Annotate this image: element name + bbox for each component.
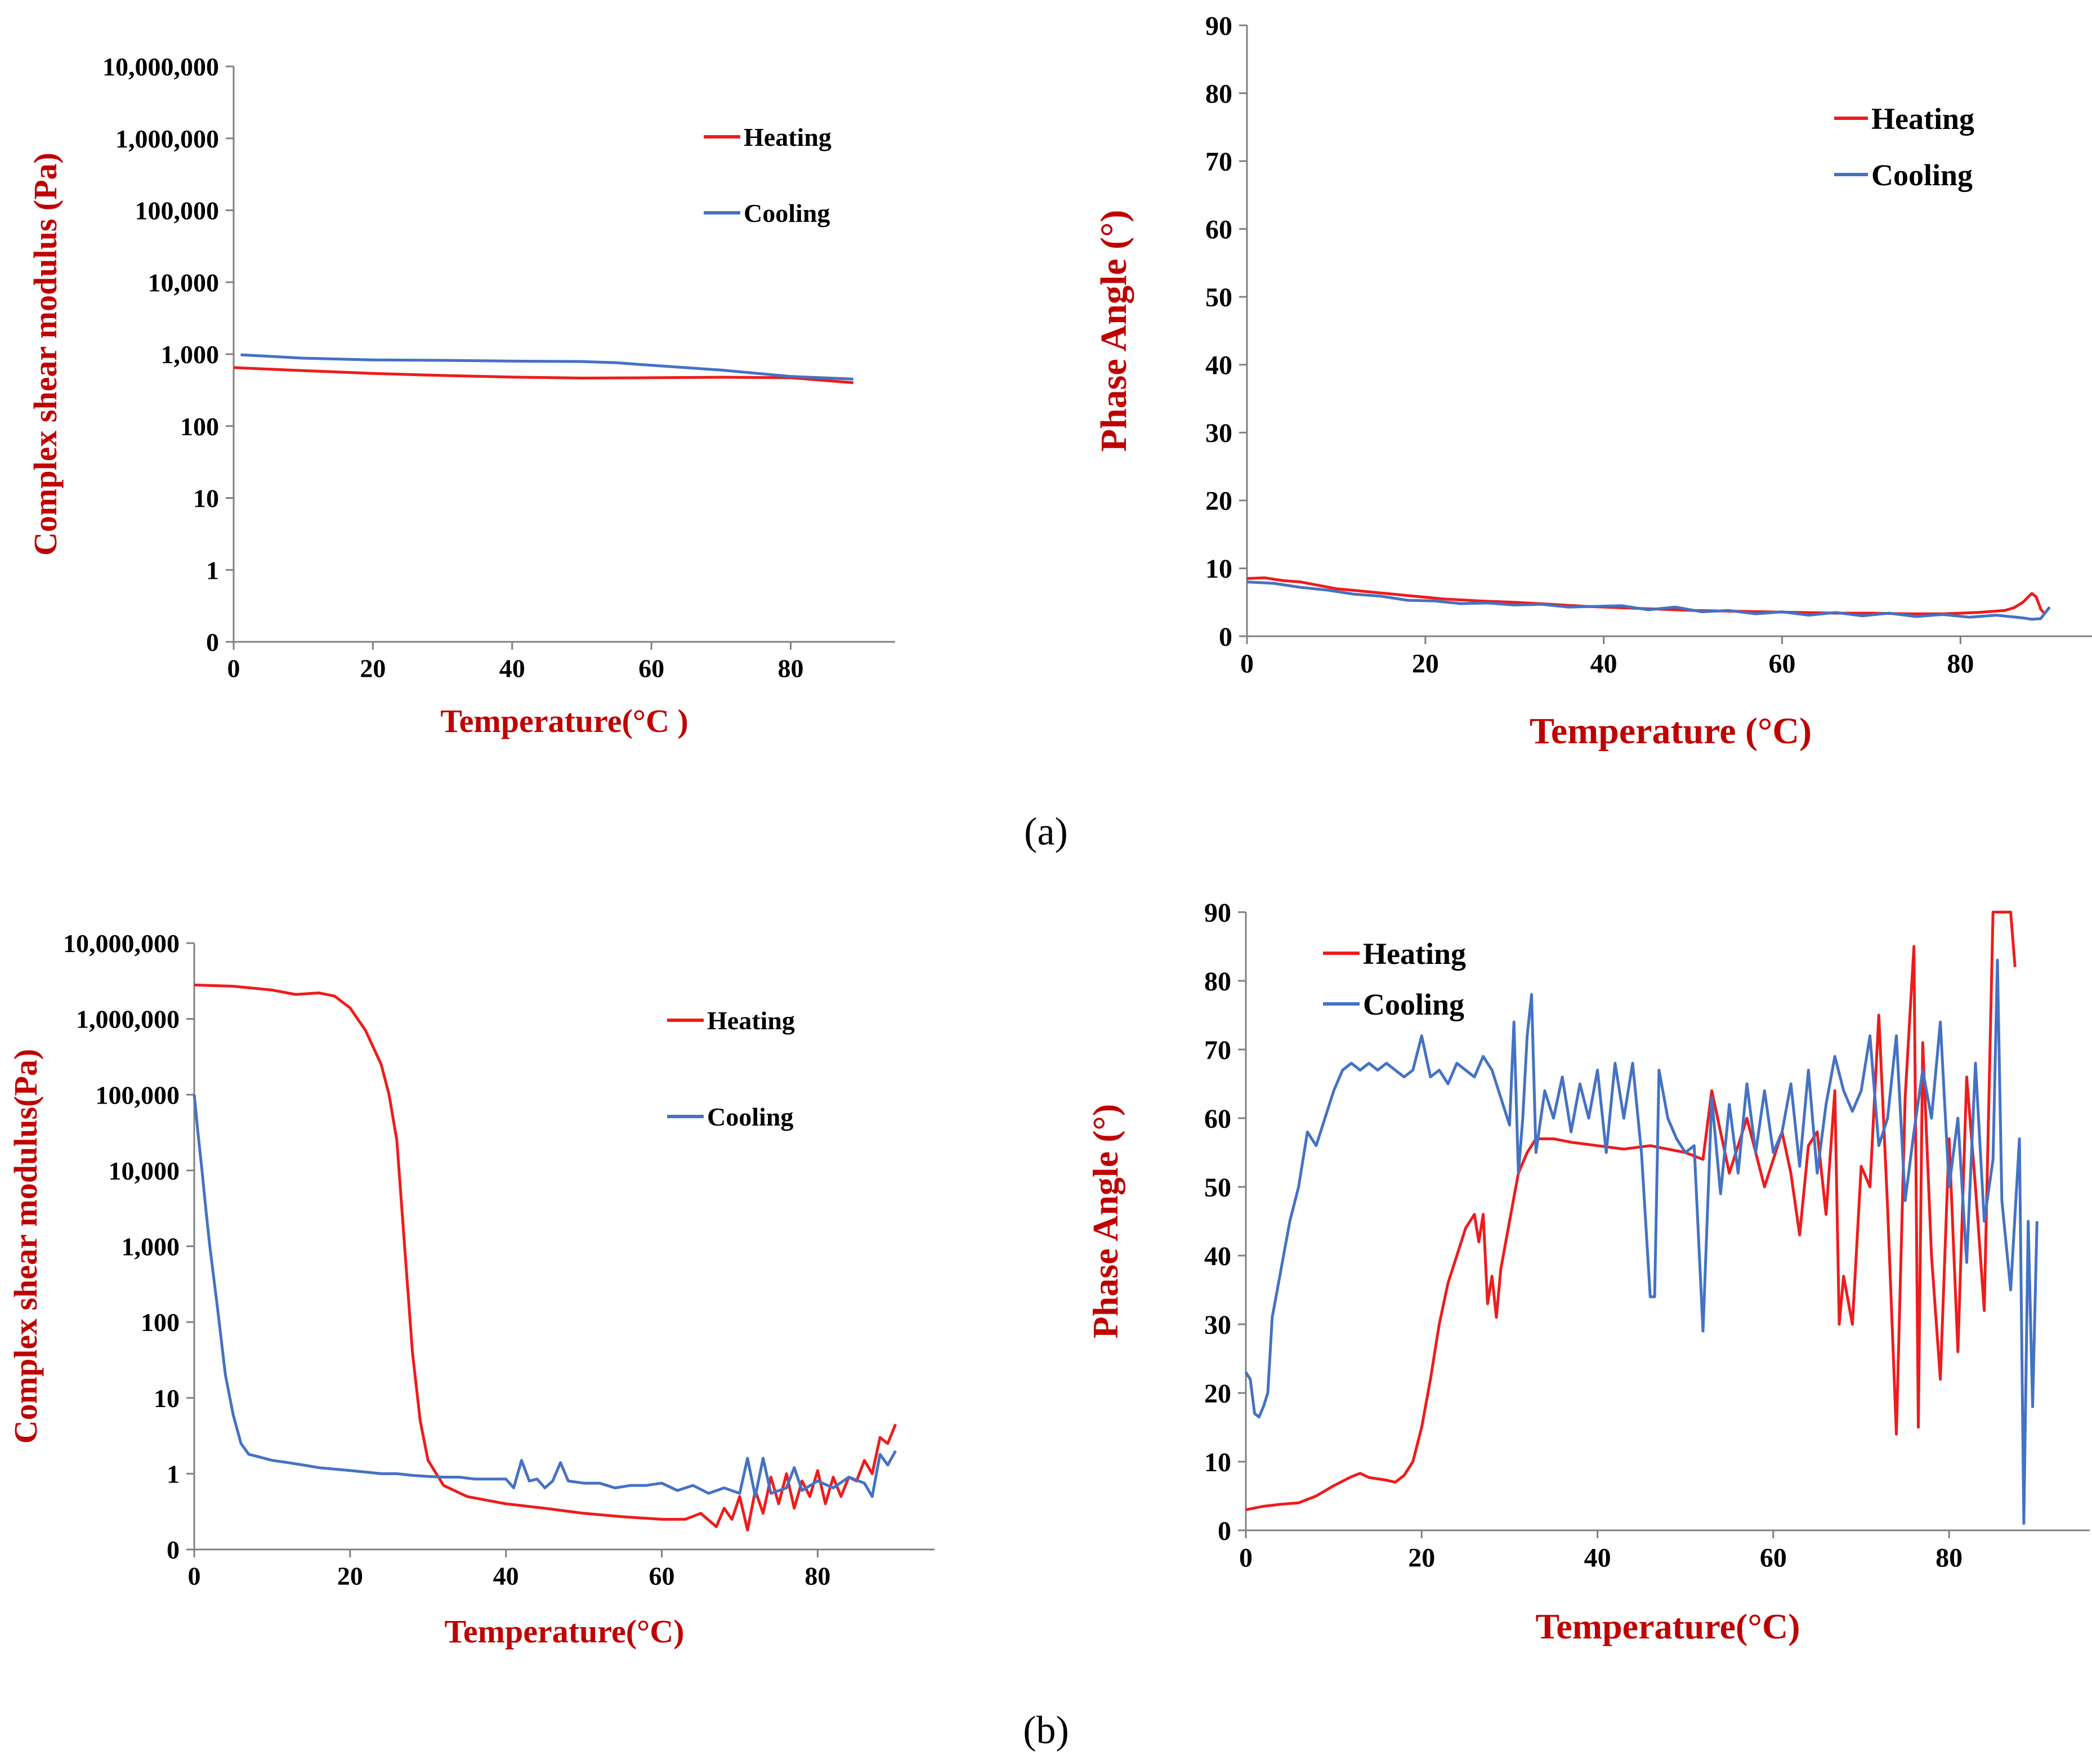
- caption-b: (b): [1023, 1709, 1069, 1752]
- y-tick-label: 10: [193, 484, 219, 513]
- series-line-cooling: [1246, 580, 2051, 621]
- legend-label-cooling: Cooling: [1363, 988, 1464, 1021]
- y-tick-label: 20: [1204, 1379, 1231, 1409]
- x-tick-label: 40: [499, 654, 525, 682]
- y-tick-label: 80: [1204, 967, 1231, 997]
- y-tick-label: 90: [1205, 11, 1232, 41]
- x-tick-label: 40: [1590, 649, 1617, 678]
- x-axis-label: Temperature(°C ): [440, 703, 688, 739]
- y-tick-label: 1: [167, 1459, 180, 1488]
- y-tick-label: 10: [154, 1384, 180, 1413]
- x-tick-label: 0: [1240, 649, 1254, 678]
- x-tick-label: 40: [1584, 1543, 1611, 1573]
- legend-label-cooling: Cooling: [707, 1102, 793, 1131]
- series-line-cooling: [1244, 958, 2039, 1525]
- y-tick-label: 20: [1205, 486, 1232, 516]
- caption-a: (a): [1024, 810, 1068, 854]
- y-tick-label: 40: [1204, 1242, 1231, 1271]
- y-tick-label: 70: [1205, 147, 1232, 177]
- x-tick-label: 20: [1408, 1543, 1435, 1573]
- y-tick-label: 60: [1205, 215, 1232, 244]
- x-tick-label: 80: [1935, 1543, 1963, 1573]
- x-tick-label: 20: [337, 1561, 363, 1590]
- x-axis-label: Temperature (°C): [1530, 711, 1812, 752]
- x-tick-label: 0: [1239, 1543, 1253, 1573]
- legend-label-heating: Heating: [707, 1006, 795, 1035]
- y-tick-label: 0: [1218, 1516, 1231, 1546]
- x-tick-label: 0: [188, 1561, 201, 1590]
- y-tick-label: 50: [1205, 283, 1232, 312]
- x-tick-label: 80: [1947, 649, 1974, 678]
- x-tick-label: 20: [1412, 649, 1439, 678]
- y-tick-label: 10,000,000: [63, 929, 180, 958]
- y-tick-label: 10: [1204, 1448, 1231, 1477]
- y-tick-label: 1,000: [161, 340, 220, 369]
- y-tick-label: 1,000,000: [76, 1005, 180, 1034]
- legend-label-heating: Heating: [1871, 102, 1974, 136]
- legend-label-heating: Heating: [744, 123, 832, 151]
- y-axis-label: Complex shear modulus(Pa): [7, 1049, 44, 1444]
- y-tick-label: 70: [1204, 1035, 1231, 1065]
- y-tick-label: 0: [206, 628, 219, 657]
- legend-label-cooling: Cooling: [1871, 158, 1973, 192]
- chart-b-phase: 0 10 20 30 40 50 60 70 80 90 0 20 40 60 80 Temperature(…: [1085, 898, 2090, 1646]
- series-line-heating: [194, 983, 897, 1532]
- x-tick-label: 60: [649, 1561, 675, 1590]
- y-tick-label: 40: [1205, 351, 1232, 381]
- y-tick-label: 1,000: [122, 1232, 180, 1261]
- x-tick-label: 20: [360, 654, 386, 682]
- y-tick-label: 100,000: [135, 197, 220, 225]
- x-tick-label: 40: [493, 1561, 519, 1590]
- y-tick-label: 100: [141, 1308, 180, 1337]
- y-tick-label: 100,000: [96, 1080, 180, 1109]
- y-tick-label: 10: [1205, 554, 1232, 584]
- y-axis-label: Phase Angle (°): [1085, 1104, 1125, 1339]
- y-tick-label: 0: [1219, 622, 1232, 652]
- y-axis-label: Phase Angle (°): [1093, 210, 1134, 452]
- series-line-heating: [233, 366, 853, 385]
- y-tick-label: 100: [180, 412, 219, 441]
- y-tick-label: 10,000: [109, 1156, 180, 1185]
- y-tick-label: 50: [1204, 1173, 1231, 1203]
- series-line-cooling: [240, 353, 853, 381]
- y-axis-label: Complex shear modulus (Pa): [27, 153, 64, 556]
- x-tick-label: 80: [804, 1561, 830, 1590]
- series-line-cooling: [193, 1095, 897, 1498]
- x-tick-label: 60: [638, 654, 664, 682]
- x-tick-label: 60: [1760, 1543, 1787, 1573]
- y-tick-label: 1,000,000: [115, 124, 219, 153]
- chart-a-modulus: 0 1 10 100 1,000 10,000 100,000 1,000,000 10,000…: [27, 52, 895, 739]
- y-tick-label: 90: [1204, 898, 1231, 928]
- y-tick-label: 30: [1204, 1310, 1231, 1340]
- y-tick-label: 1: [206, 556, 219, 584]
- y-tick-label: 60: [1204, 1104, 1231, 1134]
- chart-b-modulus: 0 1 10 100 1,000 10,000 100,000 1,000,000 10,000…: [7, 929, 935, 1650]
- y-tick-label: 30: [1205, 418, 1232, 448]
- x-tick-label: 60: [1769, 649, 1796, 678]
- y-tick-label: 0: [167, 1535, 180, 1564]
- x-axis-label: Temperature(°C): [445, 1613, 685, 1650]
- y-tick-label: 10,000,000: [102, 52, 219, 81]
- x-tick-label: 80: [777, 654, 803, 682]
- y-tick-label: 10,000: [148, 268, 220, 297]
- x-tick-label: 0: [227, 654, 240, 682]
- chart-a-phase: 0 10 20 30 40 50 60 70 80 90 0 20 40 60 80 Temperature …: [1093, 11, 2092, 752]
- x-axis-label: Temperature(°C): [1536, 1606, 1800, 1646]
- legend-label-heating: Heating: [1363, 937, 1466, 971]
- legend-label-cooling: Cooling: [744, 199, 830, 227]
- y-tick-label: 80: [1205, 79, 1232, 109]
